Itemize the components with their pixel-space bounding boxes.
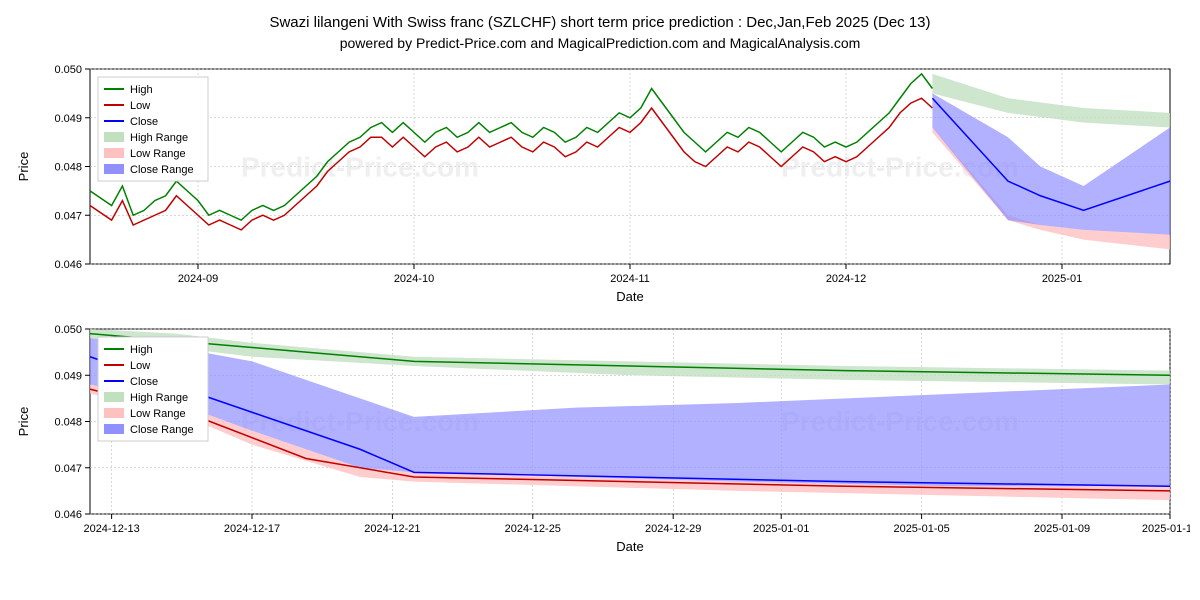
svg-text:2024-12-25: 2024-12-25 (505, 523, 561, 535)
svg-text:0.048: 0.048 (54, 417, 82, 429)
svg-text:2025-01-09: 2025-01-09 (1034, 523, 1090, 535)
svg-text:High: High (130, 84, 153, 96)
svg-text:0.049: 0.049 (54, 113, 82, 125)
svg-text:0.046: 0.046 (54, 509, 82, 521)
svg-text:Low Range: Low Range (130, 408, 186, 420)
svg-text:High: High (130, 344, 153, 356)
svg-text:Close: Close (130, 116, 158, 128)
svg-text:0.047: 0.047 (54, 210, 82, 222)
svg-text:0.049: 0.049 (54, 370, 82, 382)
svg-text:0.046: 0.046 (54, 259, 82, 271)
svg-text:2024-12-21: 2024-12-21 (364, 523, 420, 535)
chart-1-container: 0.046 0.047 0.048 0.049 0.050 2024-09 2024-10 2… (10, 59, 1190, 309)
svg-text:Low: Low (130, 360, 150, 372)
svg-text:2025-01-05: 2025-01-05 (893, 523, 949, 535)
chart-2-container: 0.046 0.047 0.048 0.049 0.050 2024-12-13 2024-… (10, 319, 1190, 559)
chart-title: Swazi lilangeni With Swiss franc (SZLCHF… (10, 14, 1190, 31)
svg-text:2025-01: 2025-01 (1042, 273, 1082, 285)
svg-text:0.050: 0.050 (54, 324, 82, 336)
svg-text:High Range: High Range (130, 392, 188, 404)
svg-text:Close Range: Close Range (130, 424, 194, 436)
chart-2: 0.046 0.047 0.048 0.049 0.050 2024-12-13 2024-… (10, 319, 1190, 559)
svg-text:Price: Price (16, 407, 31, 437)
svg-text:Date: Date (616, 289, 643, 304)
svg-text:0.048: 0.048 (54, 162, 82, 174)
svg-text:Close Range: Close Range (130, 164, 194, 176)
svg-text:2025-01-13: 2025-01-13 (1142, 523, 1190, 535)
svg-text:2024-11: 2024-11 (610, 273, 650, 285)
svg-text:High Range: High Range (130, 132, 188, 144)
svg-text:Predict-Price.com: Predict-Price.com (241, 151, 479, 182)
svg-text:2024-10: 2024-10 (394, 273, 434, 285)
svg-text:2024-12-17: 2024-12-17 (224, 523, 280, 535)
svg-text:Close: Close (130, 376, 158, 388)
svg-text:Low: Low (130, 100, 150, 112)
svg-text:2024-12-13: 2024-12-13 (83, 523, 139, 535)
svg-text:2025-01-01: 2025-01-01 (753, 523, 809, 535)
chart-subtitle: powered by Predict-Price.com and Magical… (10, 35, 1190, 51)
svg-text:2024-12: 2024-12 (826, 273, 866, 285)
svg-text:Low Range: Low Range (130, 148, 186, 160)
svg-text:0.050: 0.050 (54, 64, 82, 76)
svg-text:0.047: 0.047 (54, 463, 82, 475)
svg-text:2024-12-29: 2024-12-29 (645, 523, 701, 535)
svg-text:2024-09: 2024-09 (178, 273, 218, 285)
svg-text:Date: Date (616, 539, 643, 554)
svg-text:Price: Price (16, 152, 31, 182)
chart-1: 0.046 0.047 0.048 0.049 0.050 2024-09 2024-10 2… (10, 59, 1190, 309)
